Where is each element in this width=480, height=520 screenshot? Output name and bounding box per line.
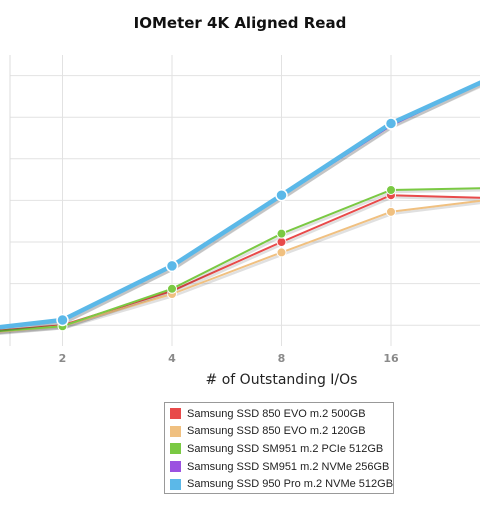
data-point — [165, 259, 179, 273]
data-point — [276, 228, 287, 239]
legend-label: Samsung SSD 850 EVO m.2 120GB — [187, 425, 366, 438]
legend-item: Samsung SSD SM951 m.2 PCIe 512GB — [170, 440, 393, 458]
legend-item: Samsung SSD SM951 m.2 NVMe 256GB — [170, 458, 393, 476]
chart-title: IOMeter 4K Aligned Read — [133, 14, 347, 32]
data-point — [384, 117, 398, 130]
x-tick-label: 16 — [383, 352, 399, 365]
x-tick-labels: 2 4 8 16 — [59, 352, 399, 365]
gridlines — [9, 55, 480, 346]
data-point — [56, 313, 69, 327]
series-line — [0, 187, 480, 332]
legend-swatch — [170, 408, 181, 420]
series-line — [0, 80, 480, 330]
legend-swatch — [170, 443, 181, 455]
series-line-shadow — [0, 84, 480, 332]
legend-label: Samsung SSD SM951 m.2 NVMe 256GB — [187, 460, 390, 473]
legend-label: Samsung SSD 850 EVO m.2 500GB — [187, 407, 366, 420]
series-5 — [0, 80, 480, 332]
series-line-shadow — [0, 201, 480, 335]
legend-swatch — [170, 478, 181, 490]
legend-label: Samsung SSD 950 Pro m.2 NVMe 512GB — [187, 478, 394, 491]
data-point — [386, 185, 396, 195]
series-4 — [0, 82, 480, 332]
series-line-shadow — [0, 195, 480, 334]
legend-item: Samsung SSD 850 EVO m.2 120GB — [170, 423, 393, 441]
x-tick-label: 8 — [278, 352, 286, 365]
x-tick-label: 2 — [59, 352, 67, 365]
legend-swatch — [170, 425, 181, 437]
series-lines — [0, 80, 480, 335]
series-line — [0, 82, 480, 330]
data-point — [276, 247, 287, 258]
x-tick-label: 4 — [168, 352, 176, 365]
line-chart: 2 4 8 16 — [0, 55, 480, 365]
legend-item: Samsung SSD 950 Pro m.2 NVMe 512GB — [170, 475, 393, 493]
x-axis-label: # of Outstanding I/Os — [205, 372, 358, 388]
legend-label: Samsung SSD SM951 m.2 PCIe 512GB — [187, 442, 384, 455]
legend: Samsung SSD 850 EVO m.2 500GB Samsung SSD… — [164, 402, 394, 494]
legend-item: Samsung SSD 850 EVO m.2 500GB — [170, 405, 393, 423]
series-3 — [0, 185, 480, 335]
data-point — [275, 188, 288, 202]
series-line-shadow — [0, 189, 480, 335]
data-point — [167, 283, 177, 294]
legend-swatch — [170, 461, 181, 473]
data-point — [386, 206, 396, 217]
